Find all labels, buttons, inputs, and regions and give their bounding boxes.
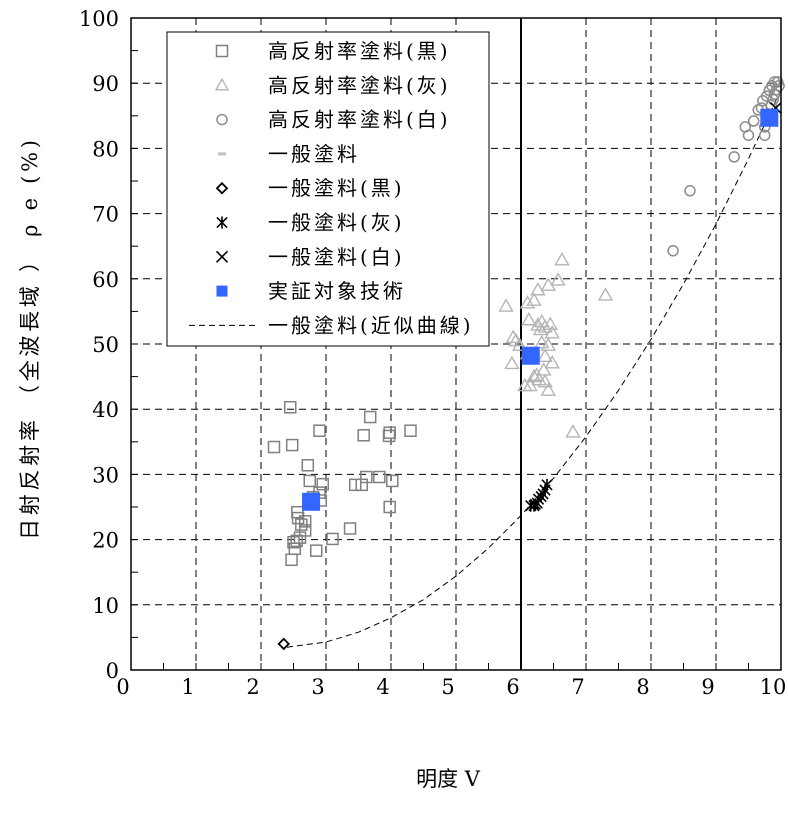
y-tick-label: 0 bbox=[106, 659, 119, 683]
y-tick-label: 70 bbox=[92, 203, 119, 227]
legend-label: 高反射率塗料(灰) bbox=[268, 73, 451, 97]
legend-label: 一般塗料(灰) bbox=[268, 211, 405, 235]
legend-label: 実証対象技術 bbox=[268, 279, 406, 303]
legend-label: 一般塗料 bbox=[268, 142, 360, 166]
x-tick-label: 8 bbox=[636, 675, 649, 699]
y-tick-label: 100 bbox=[79, 7, 119, 31]
y-tick-label: 40 bbox=[92, 398, 119, 422]
y-tick-label: 30 bbox=[92, 463, 119, 487]
y-tick-label: 80 bbox=[92, 137, 119, 161]
x-tick-label: 7 bbox=[571, 675, 584, 699]
legend-dash-icon bbox=[218, 152, 226, 155]
x-tick-label: 10 bbox=[760, 675, 787, 699]
x-tick-label: 9 bbox=[701, 675, 714, 699]
legend-label: 一般塗料(黒) bbox=[268, 176, 405, 200]
y-tick-label: 60 bbox=[92, 268, 119, 292]
y-tick-label: 20 bbox=[92, 529, 119, 553]
y-tick-label: 10 bbox=[92, 594, 119, 618]
filled-square-data-point bbox=[302, 493, 320, 511]
legend-label: 一般塗料(白) bbox=[268, 245, 405, 269]
x-tick-label: 3 bbox=[311, 675, 324, 699]
y-tick-label: 50 bbox=[92, 333, 119, 357]
x-tick-label: 4 bbox=[376, 675, 389, 699]
filled-square-data-point bbox=[522, 347, 540, 365]
x-axis-title: 明度 V bbox=[416, 767, 481, 791]
y-tick-label: 90 bbox=[92, 72, 119, 96]
x-tick-label: 5 bbox=[441, 675, 454, 699]
legend-label: 一般塗料(近似曲線) bbox=[268, 313, 474, 337]
legend-filled-square-icon bbox=[217, 286, 228, 297]
filled-square-data-point bbox=[760, 109, 778, 127]
x-tick-label: 1 bbox=[181, 675, 194, 699]
y-axis-title: 日射反射率 （全波長域 ） ρ e (%) bbox=[18, 140, 42, 540]
legend-label: 高反射率塗料(黒) bbox=[268, 39, 451, 63]
x-tick-label: 2 bbox=[246, 675, 259, 699]
x-tick-label: 6 bbox=[506, 675, 519, 699]
legend-label: 高反射率塗料(白) bbox=[268, 108, 451, 132]
